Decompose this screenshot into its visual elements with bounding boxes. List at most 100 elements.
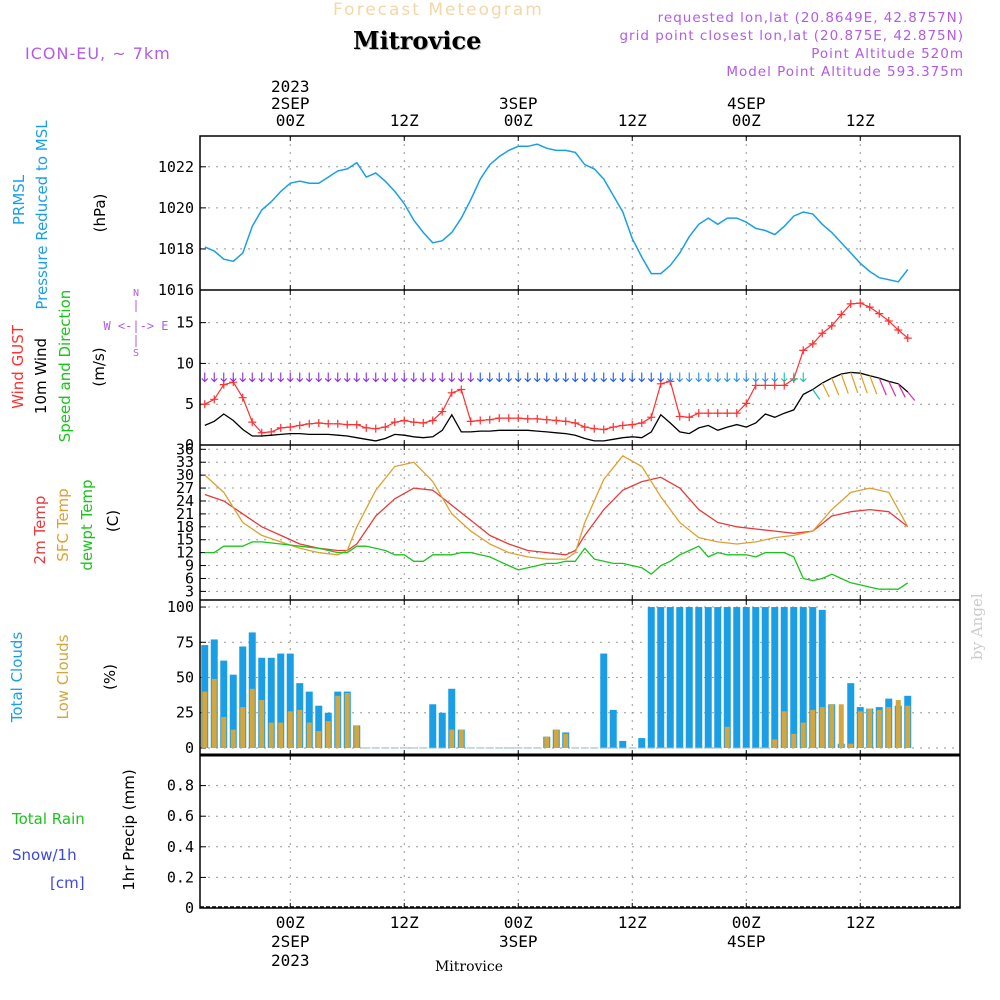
low-cloud-bar xyxy=(268,722,274,748)
temp-dewpt-label: dewpt Temp xyxy=(78,479,96,570)
pressure-label-1: PRMSL xyxy=(10,174,28,225)
wind-dir-arrow xyxy=(897,383,906,398)
gust-marker xyxy=(305,419,314,428)
bottom-time-label: 12Z xyxy=(390,913,419,932)
wind-dir-arrow xyxy=(619,372,627,383)
gust-marker xyxy=(495,414,504,423)
panel-4: 0 0.2 0.4 0.6 0.8 xyxy=(167,755,960,917)
wind-unit: (m/s) xyxy=(90,347,108,386)
total-rain-label: Total Rain xyxy=(11,810,85,828)
total-cloud-bar xyxy=(286,653,294,748)
y-tick-label: 0.6 xyxy=(167,807,194,825)
panel-1: 0 5 10 15 xyxy=(176,290,960,454)
low-cloud-bar xyxy=(287,711,293,748)
wind-dir-arrow xyxy=(685,372,693,383)
y-tick-label: 12 xyxy=(176,544,194,562)
total-cloud-bar xyxy=(619,740,627,748)
wind-dir-arrow xyxy=(600,372,608,383)
wind-dir-arrow xyxy=(590,372,598,383)
total-cloud-bar xyxy=(239,646,247,748)
gust-marker xyxy=(894,325,903,334)
gust-marker xyxy=(286,423,295,432)
wind-dir-arrow xyxy=(799,372,807,383)
compass-south: S xyxy=(133,348,139,359)
temp-2m-label: 2m Temp xyxy=(31,496,49,565)
gust-marker xyxy=(704,409,713,418)
top-time-label: 12Z xyxy=(390,111,419,130)
gust-marker xyxy=(837,310,846,319)
wind-dir-arrow xyxy=(495,372,503,383)
top-year-label: 2023 xyxy=(271,77,310,96)
low-cloud-bar xyxy=(449,729,455,748)
total-cloud-bar xyxy=(305,691,313,748)
gust-marker xyxy=(485,415,494,424)
total-cloud-bar xyxy=(723,607,731,748)
low-cloud-bar xyxy=(211,678,217,748)
wind-dir-arrow xyxy=(571,372,579,383)
y-tick-label: 33 xyxy=(176,453,194,471)
wind-dir-arrow xyxy=(286,372,294,383)
wind-dir-arrow xyxy=(305,372,313,383)
gust-marker xyxy=(343,420,352,429)
temp-sfc-line xyxy=(204,455,909,560)
temp-dewpt-line xyxy=(204,541,909,590)
gust-marker xyxy=(761,381,770,390)
top-time-label: 00Z xyxy=(504,111,533,130)
model-point-altitude: Model Point Altitude 593.375m xyxy=(726,64,964,80)
wind-dir-arrow xyxy=(869,375,878,395)
gust-marker xyxy=(856,299,865,308)
gust-marker xyxy=(799,346,808,355)
total-cloud-bar xyxy=(657,607,665,748)
low-cloud-bar xyxy=(810,709,816,748)
wind-dir-arrow xyxy=(201,372,209,383)
gust-marker xyxy=(210,395,219,404)
low-cloud-bar xyxy=(259,700,265,748)
wind-dir-arrow xyxy=(505,372,513,383)
y-tick-label: 1016 xyxy=(158,281,194,299)
wind-dir-arrow xyxy=(486,372,494,383)
low-cloud-bar xyxy=(354,725,360,748)
bottom-time-label: 00Z xyxy=(276,913,305,932)
gust-marker xyxy=(371,424,380,433)
wind-dir-arrow xyxy=(514,372,522,383)
wind-dir-arrow xyxy=(533,372,541,383)
total-cloud-bar xyxy=(771,607,779,748)
wind-dir-arrow xyxy=(790,372,798,383)
forecast-meteogram-label: Forecast Meteogram xyxy=(333,0,544,20)
low-cloud-bar xyxy=(202,691,208,748)
low-cloud-bar xyxy=(230,729,236,748)
bottom-time-label: 00Z xyxy=(732,913,761,932)
gust-marker xyxy=(362,423,371,432)
wind-gust-line xyxy=(204,302,909,434)
total-cloud-bar xyxy=(666,607,674,748)
wind-dir-arrow xyxy=(888,381,897,397)
y-tick-label: 75 xyxy=(176,633,194,651)
wind-10m-line xyxy=(204,371,909,442)
y-tick-label: 21 xyxy=(176,505,194,523)
y-tick-label: 24 xyxy=(176,492,194,510)
gust-marker xyxy=(248,418,257,427)
wind-dir-arrow xyxy=(676,372,684,383)
total-cloud-bar xyxy=(704,607,712,748)
gust-marker xyxy=(628,420,637,429)
y-tick-label: 100 xyxy=(167,598,194,616)
wind-dir-arrow xyxy=(381,372,389,383)
gust-marker xyxy=(875,309,884,318)
total-cloud-bar xyxy=(647,607,655,748)
low-cloud-bar xyxy=(800,722,806,748)
gust-marker xyxy=(457,385,466,394)
top-date-label: 3SEP xyxy=(499,94,538,113)
low-cloud-bar xyxy=(316,731,322,748)
wind-dir-arrow xyxy=(448,372,456,383)
grid-point-coords: grid point closest lon,lat (20.875E, 42.… xyxy=(619,28,964,44)
low-cloud-bar xyxy=(876,709,882,748)
wind-dir-arrow xyxy=(362,372,370,383)
wind-dir-arrow xyxy=(457,372,465,383)
wind-dir-arrow xyxy=(638,372,646,383)
gust-marker xyxy=(276,423,285,432)
low-cloud-bar xyxy=(544,736,550,748)
snow-label: Snow/1h xyxy=(12,846,77,864)
low-cloud-bar xyxy=(772,739,778,748)
low-cloud-bar xyxy=(325,721,331,748)
wind-dir-arrow xyxy=(220,372,228,383)
